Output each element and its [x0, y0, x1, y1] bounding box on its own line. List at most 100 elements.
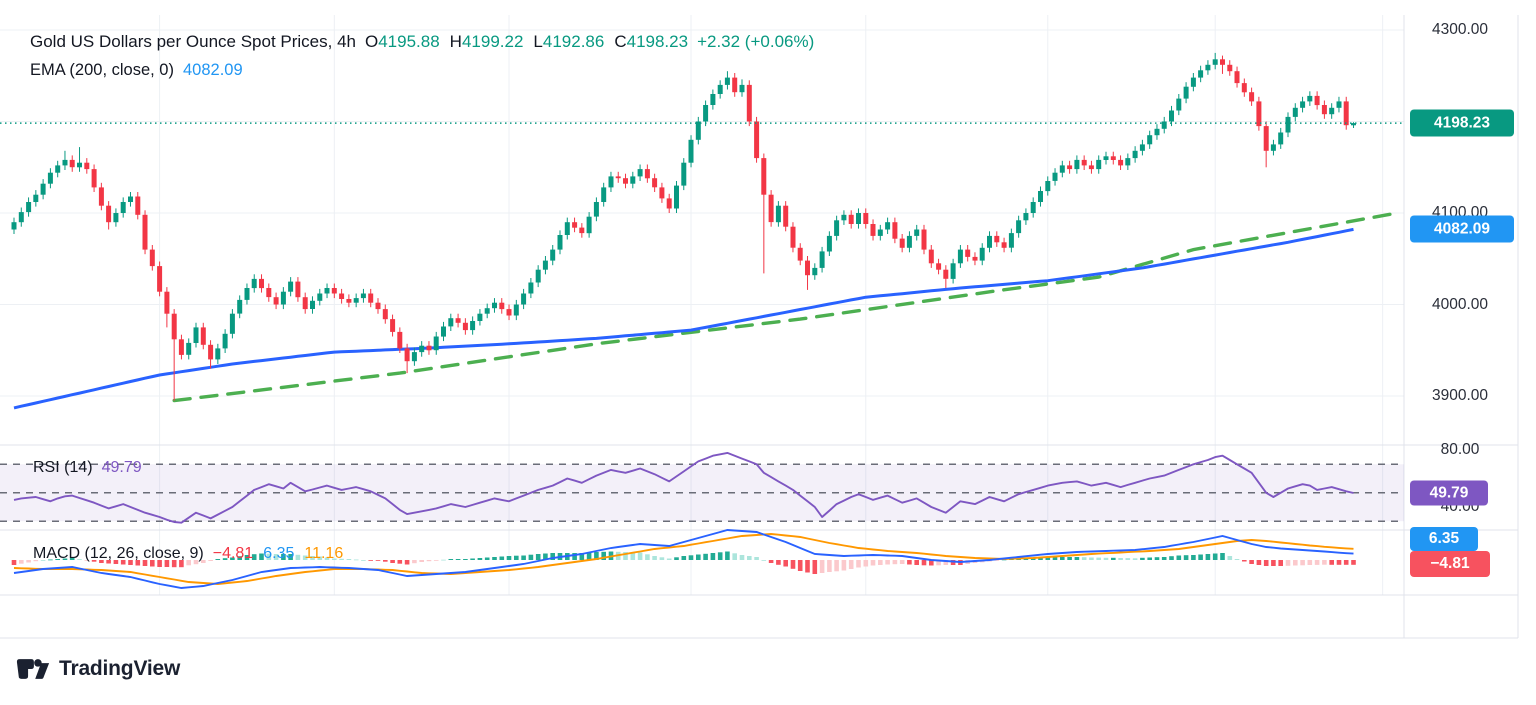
candle-body	[783, 205, 789, 227]
candle-body	[1059, 165, 1065, 173]
candle-body	[492, 302, 497, 309]
candle-body	[528, 282, 534, 294]
candle-body	[11, 222, 17, 230]
main-symbol-legend[interactable]: Gold US Dollars per Ounce Spot Prices, 4…	[30, 32, 814, 52]
macd-histogram-bar	[48, 559, 53, 561]
candle-body	[805, 260, 810, 276]
candle-body	[244, 288, 250, 300]
macd-histogram-bar	[324, 557, 330, 560]
candle-body	[987, 235, 992, 248]
macd-histogram-bar	[346, 559, 352, 560]
candle-body	[1001, 242, 1007, 248]
candle-body	[69, 159, 75, 168]
candle-body	[1343, 101, 1349, 126]
candle-body	[215, 348, 221, 360]
macd-histogram-bar	[899, 560, 905, 564]
candle-body	[477, 313, 483, 321]
candle-body	[1067, 165, 1073, 170]
macd-indicator-legend[interactable]: MACD (12, 26, close, 9) −4.81 6.35 11.16	[33, 545, 343, 563]
candle-body	[644, 169, 650, 179]
macd-histogram-bar	[652, 556, 657, 560]
rsi-indicator-legend[interactable]: RSI (14) 49.79	[33, 459, 142, 477]
candle-body	[652, 178, 658, 188]
ema-indicator-legend[interactable]: EMA (200, close, 0) 4082.09	[30, 61, 243, 80]
candle-body	[674, 185, 679, 209]
candle-body	[208, 344, 214, 360]
candle-body	[688, 139, 694, 163]
candle-body	[288, 281, 294, 292]
macd-histogram-bar	[26, 560, 31, 563]
candle-body	[375, 302, 381, 310]
candle-body	[579, 227, 585, 234]
macd-histogram-bar	[1067, 557, 1072, 560]
candle-body	[18, 212, 24, 223]
candle-body	[26, 202, 32, 213]
macd-histogram-bar	[266, 553, 272, 560]
candle-body	[1139, 144, 1145, 151]
candle-body	[1212, 59, 1218, 65]
macd-histogram-bar	[601, 551, 606, 560]
candle-body	[331, 288, 337, 294]
ohlc-item: O4195.88	[364, 32, 440, 51]
candle-body	[1292, 107, 1298, 117]
candle-body	[710, 94, 716, 105]
macd-histogram-bar	[594, 552, 599, 560]
candle-body	[630, 176, 636, 184]
candle-body	[1307, 95, 1313, 102]
chart-canvas[interactable]: Gold US Dollars per Ounce Spot Prices, 4…	[0, 0, 1536, 640]
macd-signal-line[interactable]	[13, 533, 1354, 585]
macd-histogram-bar	[1125, 558, 1131, 560]
rsi-line[interactable]	[13, 451, 1354, 524]
macd-histogram-bar	[1154, 557, 1160, 560]
macd-histogram-badge: −4.81	[1410, 551, 1490, 577]
candle-body	[1008, 233, 1014, 248]
candle-body	[746, 84, 752, 122]
candle-body	[863, 213, 869, 224]
macd-histogram-bar	[768, 560, 774, 563]
price-change: +2.32 (+0.06%)	[697, 32, 815, 51]
candle-body	[608, 176, 614, 188]
candle-body	[586, 216, 592, 234]
macd-histogram-bar	[630, 552, 636, 560]
macd-histogram-bar	[1038, 557, 1043, 560]
candle-body	[404, 348, 410, 362]
candle-body	[1110, 156, 1116, 160]
trendline-dashed[interactable]	[172, 211, 1399, 403]
macd-histogram-bar	[514, 555, 519, 560]
macd-histogram-bar	[1322, 560, 1327, 565]
macd-histogram-bar	[1234, 559, 1240, 560]
candle-body	[593, 202, 599, 217]
macd-histogram-bar	[463, 559, 468, 560]
candle-body	[950, 263, 956, 279]
candle-body	[1016, 220, 1022, 234]
candle-body	[1074, 159, 1080, 170]
macd-histogram-bar	[1096, 557, 1101, 560]
macd-histogram-bar	[171, 560, 177, 568]
macd-histogram-bar	[230, 557, 235, 560]
macd-histogram-bar	[1351, 560, 1356, 565]
macd-histogram-bar	[499, 556, 505, 560]
macd-histogram-bar	[1081, 557, 1087, 560]
macd-main-line[interactable]	[13, 529, 1354, 589]
macd-histogram-bar	[666, 558, 672, 560]
candle-body	[564, 222, 570, 235]
symbol-title: Gold US Dollars per Ounce Spot Prices, 4…	[30, 32, 356, 51]
macd-histogram-bar	[193, 560, 199, 565]
macd-histogram-bar	[1285, 560, 1291, 566]
candle-body	[360, 293, 366, 299]
macd-histogram-bar	[317, 556, 323, 560]
candle-body	[666, 198, 672, 209]
candle-body	[761, 158, 767, 195]
macd-histogram-bar	[1300, 560, 1305, 566]
macd-histogram-bar	[1242, 560, 1247, 562]
macd-histogram-bar	[950, 560, 956, 565]
macd-histogram-bar	[637, 552, 643, 560]
time-axis[interactable]: 28Nov7131925Dec5	[0, 596, 1404, 638]
macd-histogram-bar	[521, 555, 526, 560]
tradingview-logo[interactable]: TradingView	[16, 656, 180, 682]
macd-histogram-bar	[1212, 553, 1218, 560]
macd-histogram-bar	[492, 557, 497, 560]
macd-histogram-bar	[69, 558, 75, 560]
ema200-line[interactable]	[13, 227, 1354, 410]
candle-body	[1030, 202, 1036, 213]
